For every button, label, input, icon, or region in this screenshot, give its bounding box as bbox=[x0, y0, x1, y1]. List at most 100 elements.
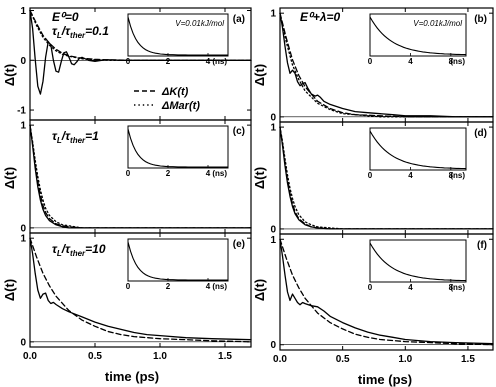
inset-unit-label: (ns) bbox=[212, 57, 227, 66]
y-tick-label: 0 bbox=[20, 56, 26, 67]
panel-e: 0.0 0.5 1.0 1.5 0 1 (e) τL/τther=10 0 2 4 (ns) bbox=[20, 232, 252, 362]
y-tick-label: 1 bbox=[270, 123, 276, 134]
legend-label-mar: ΔMar(t) bbox=[161, 100, 200, 112]
x-axis-title-right: time (ps) bbox=[358, 372, 412, 387]
inset-tick-label: 0 bbox=[126, 169, 131, 178]
inset-frame-e bbox=[127, 238, 229, 282]
panel-f: 0.0 0.5 1.0 1.5 0 1 (f) 0 4 8(ns) bbox=[270, 233, 494, 365]
x-tick-label: 0.5 bbox=[336, 354, 350, 365]
inset-tick-label: 4 bbox=[206, 282, 211, 291]
inset-e: 0 2 4 (ns) bbox=[126, 238, 229, 291]
legend-label-k: ΔK(t) bbox=[161, 86, 189, 98]
x-tick-label: 1.5 bbox=[461, 354, 475, 365]
inset-note-b: V=0.01kJ/mol bbox=[413, 19, 462, 28]
x-tick-label: 0.5 bbox=[88, 351, 102, 362]
panel-tag-c: (c) bbox=[233, 126, 245, 137]
panel-d: 0 1 (d) 0 4 8(ns) bbox=[270, 121, 494, 235]
series-line-b-2 bbox=[279, 12, 494, 118]
inset-tick-label: 2 bbox=[166, 169, 171, 178]
inset-tick-label: 4 bbox=[408, 57, 413, 66]
inset-tick-label: 0 bbox=[126, 282, 131, 291]
panel-c: 0 1 (c) τL/τther=1 0 2 4 (ns) bbox=[20, 119, 252, 234]
panel-frame-e bbox=[29, 232, 252, 348]
inset-tick-label: 0 bbox=[126, 57, 131, 66]
x-tick-label: 0.0 bbox=[23, 351, 37, 362]
panel-tag-d: (d) bbox=[474, 128, 487, 139]
ratio-label-e: τL/τther=10 bbox=[52, 242, 106, 258]
panel-tag-f: (f) bbox=[477, 240, 487, 251]
y-tick-label: 0 bbox=[20, 223, 26, 234]
inset-frame-d bbox=[369, 127, 467, 171]
x-axis-title-left: time (ps) bbox=[105, 369, 159, 384]
inset-tick-label: 8 bbox=[449, 171, 454, 180]
inset-tick-label: 0 bbox=[368, 171, 373, 180]
inset-unit-label: (ns) bbox=[450, 283, 465, 292]
ratio-label-c: τL/τther=1 bbox=[52, 129, 99, 145]
inset-curve-b bbox=[369, 16, 467, 56]
inset-f: 0 4 8(ns) bbox=[368, 239, 467, 292]
y-tick-label: 1 bbox=[20, 234, 26, 245]
y-axis-title-left-bot: Δ(t) bbox=[2, 279, 17, 301]
panel-frame-f bbox=[279, 233, 494, 351]
inset-curve-f bbox=[369, 242, 467, 282]
inset-frame-b bbox=[369, 13, 467, 57]
inset-tick-label: 2 bbox=[166, 57, 171, 66]
series-line-d-1 bbox=[279, 126, 494, 230]
column-label-right: E⁰+λ=0 bbox=[300, 10, 341, 24]
series-line-f-1 bbox=[279, 238, 494, 346]
y-tick-label: 0 bbox=[270, 340, 276, 351]
inset-tick-label: 0 bbox=[368, 283, 373, 292]
x-tick-label: 1.5 bbox=[218, 351, 232, 362]
y-axis-title-right-bot: Δ(t) bbox=[252, 279, 267, 301]
series-line-b-0 bbox=[279, 12, 494, 118]
y-tick-label: 1 bbox=[270, 9, 276, 20]
y-axis-title-right-top: Δ(t) bbox=[252, 64, 267, 86]
panel-tag-e: (e) bbox=[233, 239, 245, 250]
y-tick-label: 1 bbox=[270, 235, 276, 246]
x-tick-label: 1.0 bbox=[153, 351, 167, 362]
panels-group: -101(a)τL/τther=0.10 2 4 (ns)V=0.01kJ/mol01… bbox=[17, 6, 494, 365]
series-line-c-2 bbox=[29, 124, 252, 229]
series-line-e-0 bbox=[29, 237, 252, 341]
x-tick-label: 0.0 bbox=[273, 354, 287, 365]
column-label-left: E⁰=0 bbox=[52, 10, 79, 24]
inset-curve-e bbox=[127, 241, 228, 281]
y-tick-label: 1 bbox=[20, 121, 26, 132]
y-axis-title-right-mid: Δ(t) bbox=[252, 167, 267, 189]
inset-tick-label: 8 bbox=[449, 57, 454, 66]
inset-unit-label: (ns) bbox=[450, 57, 465, 66]
inset-tick-label: 4 bbox=[206, 169, 211, 178]
panel-tag-a: (a) bbox=[233, 14, 245, 25]
y-tick-label: 0 bbox=[270, 224, 276, 235]
inset-note-a: V=0.01kJ/mol bbox=[175, 19, 224, 28]
series-line-f-0 bbox=[279, 238, 494, 345]
inset-unit-label: (ns) bbox=[450, 171, 465, 180]
inset-curve-c bbox=[127, 128, 228, 168]
series-line-c-1 bbox=[29, 124, 252, 229]
y-axis-title-left-mid: Δ(t) bbox=[2, 167, 17, 189]
inset-tick-label: 0 bbox=[368, 57, 373, 66]
inset-curve-a bbox=[127, 16, 228, 56]
inset-d: 0 4 8(ns) bbox=[368, 127, 467, 180]
inset-unit-label: (ns) bbox=[212, 282, 227, 291]
inset-c: 0 2 4 (ns) bbox=[126, 125, 229, 178]
inset-unit-label: (ns) bbox=[212, 169, 227, 178]
inset-tick-label: 4 bbox=[408, 283, 413, 292]
inset-frame-f bbox=[369, 239, 467, 283]
y-tick-label: 0 bbox=[270, 112, 276, 123]
inset-tick-label: 4 bbox=[408, 171, 413, 180]
inset-frame-c bbox=[127, 125, 229, 169]
panel-b: 0 1 (b) 0 4 8(ns) V=0.01kJ/mol bbox=[270, 7, 494, 123]
inset-curve-d bbox=[369, 130, 467, 170]
panel-tag-b: (b) bbox=[474, 14, 487, 25]
inset-tick-label: 8 bbox=[449, 283, 454, 292]
series-line-a-2 bbox=[29, 9, 252, 61]
y-axis-title-left-top: Δ(t) bbox=[2, 64, 17, 86]
inset-tick-label: 2 bbox=[166, 282, 171, 291]
y-tick-label: -1 bbox=[17, 106, 26, 117]
inset-a: 0 2 4 (ns) V=0.01kJ/mol bbox=[126, 13, 229, 66]
inset-b: 0 4 8(ns) V=0.01kJ/mol bbox=[368, 13, 467, 66]
series-line-e-1 bbox=[29, 237, 252, 343]
inset-tick-label: 4 bbox=[206, 57, 211, 66]
